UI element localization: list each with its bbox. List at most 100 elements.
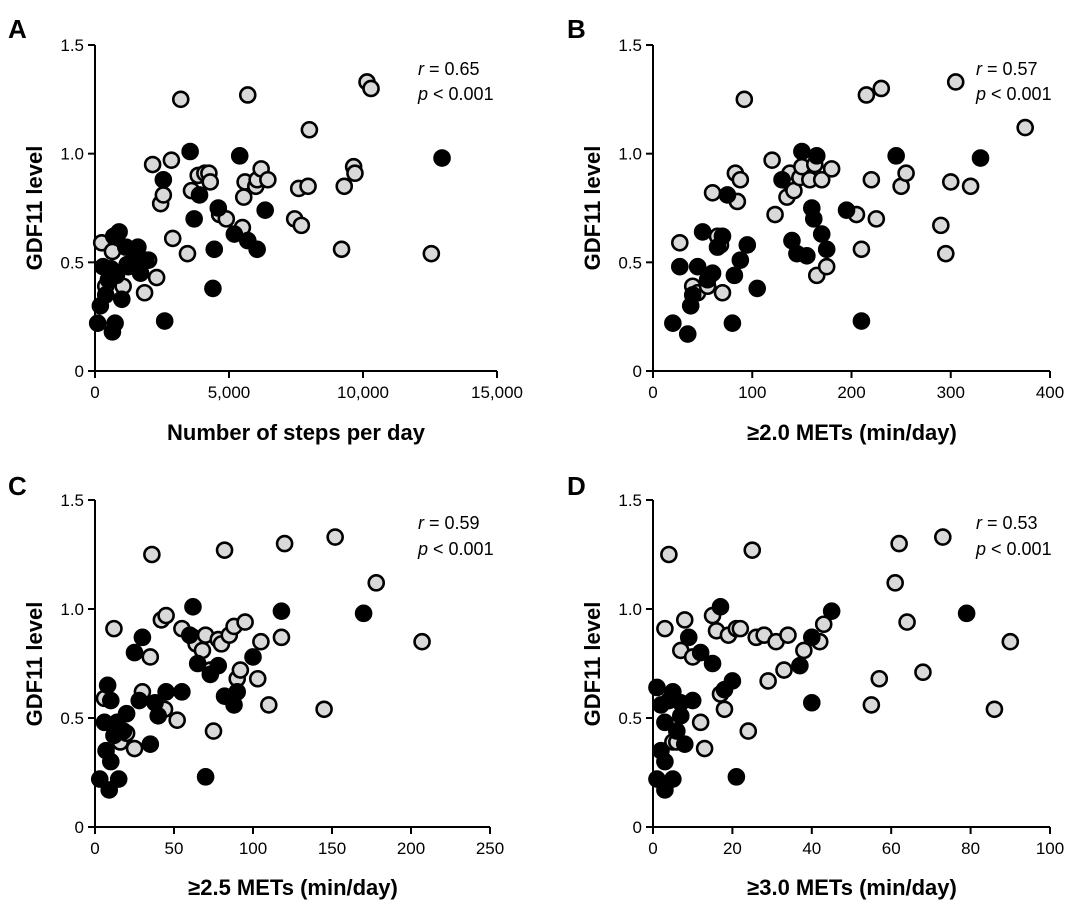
y-tick-label: 0 — [75, 362, 84, 381]
y-axis-label: GDF11 level — [580, 602, 605, 727]
data-point-filled — [683, 691, 702, 710]
x-axis-label: ≥2.5 METs (min/day) — [188, 875, 398, 900]
data-point-filled — [190, 186, 209, 204]
data-point-open — [259, 696, 278, 714]
data-point-filled — [675, 735, 694, 753]
data-point-open — [656, 619, 674, 638]
panel-letter: C — [8, 471, 27, 501]
data-point-open — [157, 606, 175, 625]
data-point-filled — [887, 147, 905, 165]
data-point-filled — [137, 251, 155, 269]
data-point-filled — [141, 735, 160, 753]
panel-letter: D — [567, 471, 586, 501]
data-point-filled — [703, 654, 722, 673]
data-point-filled — [723, 672, 742, 690]
data-point-filled — [184, 598, 202, 616]
data-point-filled — [725, 266, 744, 285]
plot-area: 0 0.5 1.0 1.5 0 100 200 300 400 — [618, 36, 1064, 402]
data-point-filled — [181, 626, 199, 644]
data-point-filled — [228, 683, 246, 701]
y-tick-label: 0.5 — [60, 253, 84, 272]
data-point-open — [766, 205, 784, 224]
data-point-open — [125, 739, 144, 758]
data-point-open — [739, 722, 758, 740]
data-point-open — [870, 669, 889, 688]
data-point-filled — [656, 752, 674, 771]
x-tick-label: 80 — [961, 839, 980, 858]
data-point-filled — [718, 186, 737, 204]
data-point-open — [1001, 632, 1020, 651]
x-tick-label: 200 — [837, 383, 865, 402]
data-point-open — [934, 528, 952, 546]
data-point-open — [259, 170, 277, 189]
data-point-open — [867, 210, 886, 228]
data-point-open — [897, 164, 915, 183]
x-tick-label: 40 — [802, 839, 821, 858]
data-point-open — [814, 615, 833, 634]
data-point-open — [141, 648, 160, 666]
data-point-filled — [256, 201, 274, 219]
data-point-open — [703, 183, 722, 202]
data-point-filled — [656, 713, 674, 732]
data-point-open — [812, 170, 831, 189]
data-point-open — [822, 160, 841, 178]
data-point-filled — [957, 604, 976, 623]
data-point-open — [763, 151, 781, 169]
data-point-open — [852, 240, 871, 259]
data-point-filled — [802, 693, 821, 712]
data-point-open — [857, 86, 876, 104]
data-point-open — [691, 713, 710, 732]
y-tick-label: 1.0 — [618, 600, 642, 619]
y-tick-label: 1.5 — [60, 36, 84, 55]
data-point-open — [272, 628, 291, 647]
data-point-filled — [798, 247, 816, 265]
data-point-filled — [154, 170, 173, 189]
data-point-filled — [691, 643, 710, 662]
data-point-open — [204, 722, 223, 740]
data-point-filled — [738, 236, 757, 254]
data-point-filled — [723, 314, 742, 332]
data-point-filled — [185, 210, 203, 228]
data-point-filled — [157, 683, 175, 701]
data-point-open — [346, 164, 364, 183]
data-point-open — [315, 700, 333, 719]
data-point-open — [413, 632, 431, 651]
data-point-open — [326, 528, 344, 546]
data-point-filled — [713, 227, 732, 246]
x-tick-label: 50 — [165, 839, 184, 858]
x-tick-label: 150 — [318, 839, 346, 858]
data-point-filled — [812, 225, 831, 243]
data-point-filled — [248, 240, 266, 259]
data-point-filled — [209, 656, 228, 675]
x-tick-label: 100 — [1036, 839, 1064, 858]
x-axis-label: Number of steps per day — [167, 420, 426, 445]
y-tick-label: 1.5 — [618, 491, 642, 510]
data-point-open — [162, 151, 181, 169]
data-point-filled — [98, 676, 117, 695]
data-point-open — [961, 177, 980, 196]
data-point-open — [675, 611, 694, 629]
data-point-filled — [971, 149, 990, 167]
data-point-filled — [102, 691, 120, 710]
data-point-open — [759, 672, 777, 690]
data-point-open — [660, 545, 678, 564]
data-point-open — [862, 696, 881, 714]
data-point-filled — [748, 279, 767, 298]
data-point-filled — [727, 768, 746, 786]
data-point-filled — [181, 142, 199, 161]
data-point-filled — [664, 770, 682, 788]
data-point-filled — [107, 266, 126, 285]
data-point-open — [932, 216, 950, 235]
data-point-open — [422, 244, 441, 263]
data-point-filled — [817, 240, 836, 259]
y-tick-label: 1.0 — [60, 600, 84, 619]
data-point-open — [275, 534, 294, 553]
plot-area: 0 0.5 1.0 1.5 0 20 40 60 80 100 — [618, 491, 1064, 858]
data-point-filled — [433, 149, 451, 167]
data-point-open — [178, 244, 197, 263]
y-tick-label: 1.5 — [60, 491, 84, 510]
data-point-open — [914, 663, 932, 682]
data-point-open — [1016, 118, 1034, 137]
data-point-filled — [96, 286, 115, 304]
x-tick-label: 60 — [882, 839, 901, 858]
